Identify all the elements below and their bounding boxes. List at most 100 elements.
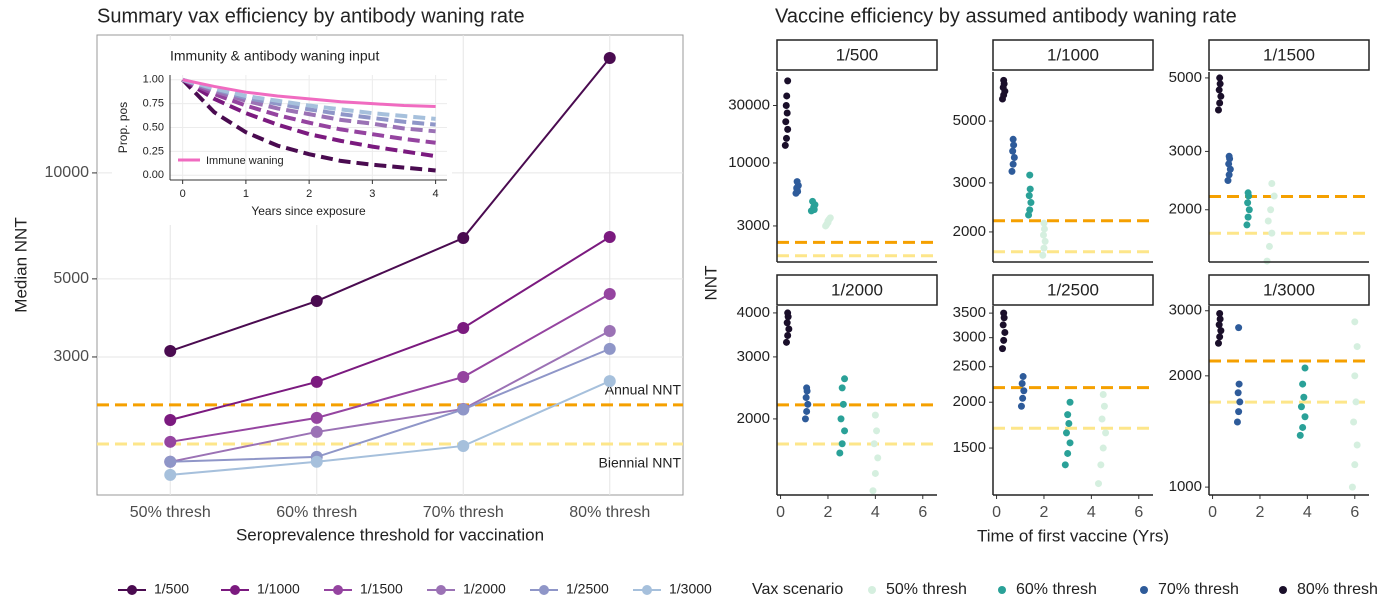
legend-swatch-dot: [539, 585, 549, 595]
x-tick-label: 2: [824, 504, 833, 521]
point: [809, 197, 817, 205]
legend-swatch: [868, 586, 876, 594]
y-axis-title: Median NNT: [11, 217, 30, 312]
point: [784, 77, 792, 85]
series-line: [170, 380, 611, 476]
point: [1017, 402, 1025, 410]
point: [603, 52, 616, 65]
point: [781, 141, 789, 149]
point: [801, 415, 809, 423]
point: [1215, 321, 1223, 329]
legend-label: 1/2500: [566, 581, 609, 597]
y-tick-label: 5000: [1169, 69, 1202, 86]
point: [164, 414, 177, 427]
inset-x-tick-label: 4: [433, 188, 439, 200]
y-tick-label: 30000: [728, 96, 770, 113]
point: [1019, 394, 1027, 402]
inset-line: [182, 77, 436, 121]
point: [1225, 171, 1233, 179]
point: [1214, 339, 1222, 347]
x-tick-label: 4: [1303, 504, 1312, 521]
point: [841, 375, 849, 383]
series-line: [170, 330, 611, 463]
point: [1351, 461, 1359, 469]
point: [1268, 229, 1276, 237]
point: [838, 384, 846, 392]
point: [871, 469, 879, 477]
point: [1235, 380, 1243, 388]
point: [1352, 398, 1360, 406]
point: [1243, 221, 1251, 229]
point: [603, 342, 616, 355]
point: [782, 101, 790, 109]
legend-label: 60% thresh: [1016, 581, 1097, 598]
inset-line: [181, 78, 436, 173]
inset-x-tick-label: 1: [243, 188, 249, 200]
point: [783, 109, 791, 117]
point: [1026, 171, 1034, 179]
point: [839, 400, 847, 408]
legend-label: 70% thresh: [1158, 581, 1239, 598]
legend-label: 1/500: [154, 581, 189, 597]
point: [1027, 199, 1035, 207]
point: [803, 407, 811, 415]
point: [1026, 185, 1034, 193]
point: [1233, 418, 1241, 426]
point: [782, 134, 790, 142]
point: [1353, 343, 1361, 351]
point: [782, 118, 790, 126]
y-tick-label: 3000: [1169, 142, 1202, 159]
y-tick-label: 10000: [45, 164, 90, 181]
point: [783, 319, 791, 327]
point: [1064, 449, 1072, 457]
point: [838, 440, 846, 448]
reference-label: Annual NNT: [605, 382, 682, 398]
point: [1217, 92, 1225, 100]
point: [1066, 439, 1074, 447]
point: [310, 425, 323, 438]
point: [783, 92, 791, 100]
point: [810, 206, 818, 214]
inset-y-tick-label: 0.75: [143, 98, 164, 110]
inset-x-tick-label: 3: [369, 188, 375, 200]
point: [1263, 257, 1271, 265]
point: [784, 332, 792, 340]
point: [1215, 86, 1223, 94]
point: [603, 287, 616, 300]
y-tick-label: 3000: [953, 329, 986, 346]
point: [1094, 480, 1102, 488]
point: [1019, 373, 1027, 381]
point: [841, 427, 849, 435]
x-axis-title: Time of first vaccine (Yrs): [977, 526, 1169, 545]
x-tick-label: 50% thresh: [130, 504, 211, 521]
y-tick-label: 3000: [737, 217, 770, 234]
facet-strip: [1208, 39, 1370, 71]
point: [836, 449, 844, 457]
x-tick-label: 70% thresh: [423, 504, 504, 521]
chart-title: Vaccine efficiency by assumed antibody w…: [775, 5, 1237, 27]
y-tick-label: 2000: [1169, 367, 1202, 384]
point: [1267, 206, 1275, 214]
point: [457, 371, 470, 384]
point: [803, 384, 811, 392]
y-tick-label: 2000: [953, 393, 986, 410]
point: [1214, 106, 1222, 114]
series-line: [170, 293, 611, 443]
legend-label: 1/2000: [463, 581, 506, 597]
point: [999, 321, 1007, 329]
point: [1245, 206, 1253, 214]
inset-title: Immunity & antibody waning input: [170, 48, 379, 64]
point: [824, 217, 832, 225]
point: [1216, 99, 1224, 107]
point: [1265, 242, 1273, 250]
y-tick-label: 3500: [953, 304, 986, 321]
legend-swatch: [1140, 586, 1148, 594]
point: [1270, 192, 1278, 200]
point: [1010, 153, 1018, 161]
point: [310, 375, 323, 388]
point: [1009, 147, 1017, 155]
y-tick-label: 1000: [1169, 478, 1202, 495]
inset-x-tick-label: 2: [306, 188, 312, 200]
x-tick-label: 0: [776, 504, 785, 521]
point: [1039, 251, 1047, 259]
